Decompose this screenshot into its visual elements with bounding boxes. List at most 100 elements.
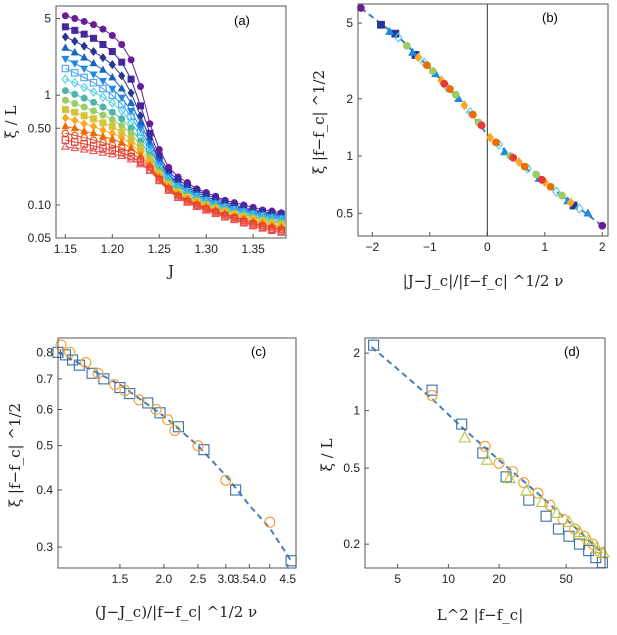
x-tick-label: 50 (559, 572, 573, 586)
data-point (518, 477, 530, 489)
data-point (552, 523, 565, 535)
data-point (70, 77, 79, 88)
data-point (108, 73, 117, 81)
fit-line (57, 351, 292, 562)
x-tick-label: 1.25 (148, 242, 172, 256)
data-point (423, 61, 431, 70)
data-point (145, 165, 155, 174)
data-point (89, 78, 98, 87)
data-point (248, 221, 258, 230)
data-point (198, 444, 210, 456)
data-point (119, 384, 131, 397)
data-point (546, 182, 555, 191)
data-point (520, 162, 529, 171)
y-axis-label-a: ξ / L (2, 106, 20, 139)
data-point (590, 541, 604, 553)
data-point (477, 121, 486, 130)
data-point (239, 218, 249, 227)
x-tick-label: 1.20 (101, 242, 125, 256)
data-point (70, 48, 79, 56)
data-point (108, 85, 117, 94)
data-point (477, 447, 489, 459)
data-point (92, 367, 104, 379)
data-point (61, 43, 70, 51)
data-point (80, 126, 89, 135)
data-point (127, 143, 136, 151)
panel-c: 1.5 2.0 2.5 3.03.54.0 4.50.30.40.50.60.70.8 … (6, 337, 297, 621)
data-point (108, 60, 116, 70)
data-point (108, 146, 117, 155)
data-point (71, 26, 79, 34)
data-point (118, 40, 126, 48)
data-point (414, 52, 423, 63)
y-tick-label: 1 (353, 404, 360, 418)
data-point (192, 440, 204, 452)
data-point (440, 79, 449, 88)
data-point (61, 106, 69, 114)
data-point (98, 65, 107, 73)
data-point (71, 15, 79, 23)
data-point (267, 225, 277, 235)
data-point (514, 157, 523, 168)
data-point (108, 108, 116, 116)
data-point (109, 379, 121, 391)
x-tick-label: 0 (484, 240, 491, 254)
data-point (70, 60, 79, 68)
panel-label-b: (b) (542, 10, 558, 25)
data-point (568, 523, 581, 535)
data-point (71, 108, 79, 116)
panel-label-c: (c) (251, 344, 266, 359)
data-point (458, 430, 472, 443)
data-point (408, 47, 418, 56)
x-tick-label: 2.5 (190, 572, 207, 586)
data-point (108, 141, 117, 150)
x-tick-label: 1.15 (54, 242, 78, 256)
data-point (136, 83, 144, 91)
y-tick-label: 0.5 (343, 461, 360, 475)
data-point (99, 119, 107, 127)
y-tick-label: 0.10 (28, 198, 52, 212)
frame-c (57, 337, 297, 569)
data-point (99, 111, 107, 119)
data-point (562, 515, 576, 527)
data-point (80, 30, 88, 38)
data-point (90, 115, 98, 123)
y-tick-label: 2 (353, 346, 360, 360)
data-point (136, 102, 144, 110)
data-point (192, 201, 202, 211)
y-tick-label: 0.5 (36, 439, 53, 453)
data-point (99, 138, 107, 147)
data-point (506, 465, 519, 478)
data-point (127, 75, 135, 83)
data-point (61, 12, 69, 20)
data-point (264, 516, 276, 528)
data-point (229, 214, 239, 224)
data-point (492, 138, 500, 147)
y-tick-label: 0.6 (36, 402, 53, 416)
plot-area-c: 1.5 2.0 2.5 3.03.54.0 4.5 0.3 0.4 0.5 0.6 0.7 0.8 (36, 339, 297, 586)
data-point (108, 122, 116, 130)
panel-label-d: (d) (564, 344, 580, 359)
x-tick-label: 1.35 (241, 242, 265, 256)
data-point (61, 23, 69, 31)
data-point (80, 17, 88, 25)
y-tick-label: 0.50 (28, 121, 52, 135)
data-point (117, 84, 126, 92)
data-point (451, 90, 460, 99)
data-point (460, 100, 469, 111)
y-tick-label: 5 (44, 12, 51, 26)
data-point (80, 41, 88, 51)
data-point (70, 123, 79, 132)
data-point (71, 36, 79, 46)
data-point (79, 144, 89, 153)
data-point (118, 71, 126, 81)
data-point (80, 53, 89, 61)
data-point (80, 356, 92, 369)
data-point (86, 367, 98, 379)
data-point (574, 203, 584, 214)
data-point (154, 176, 164, 185)
data-point (61, 64, 70, 73)
y-axis-label-b: ξ |f−f_c| ^1/2 (310, 70, 328, 174)
data-point (90, 34, 98, 42)
data-point (480, 453, 494, 465)
